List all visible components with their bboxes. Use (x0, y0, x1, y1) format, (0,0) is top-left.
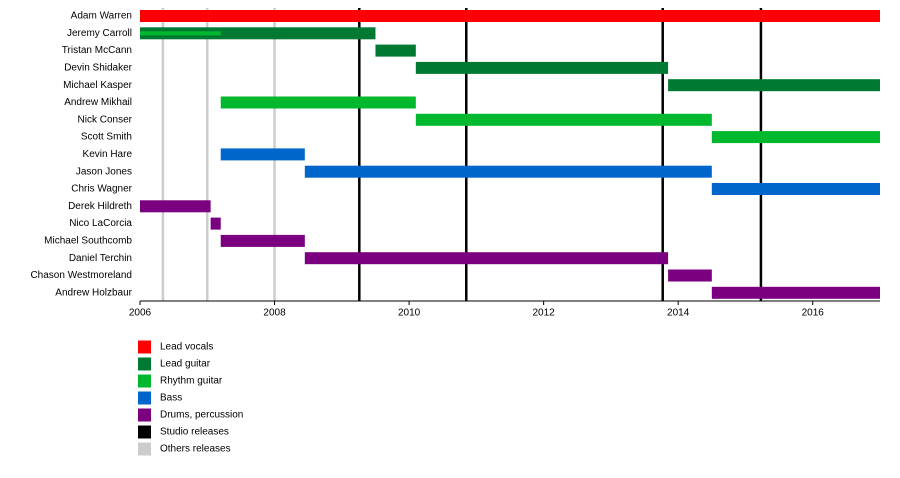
member-bar (668, 79, 880, 92)
member-bar (210, 217, 221, 230)
legend-label: Studio releases (160, 427, 229, 438)
x-tick-label: 2012 (533, 308, 556, 319)
x-tick-label: 2008 (263, 308, 286, 319)
member-label: Adam Warren (71, 11, 132, 22)
member-label: Tristan McCann (62, 45, 132, 56)
legend-swatch (138, 374, 151, 388)
member-bar (375, 44, 416, 57)
member-bar (304, 252, 669, 265)
member-bar (220, 96, 416, 109)
x-tick-label: 2016 (802, 308, 825, 319)
member-label: Jason Jones (76, 166, 132, 177)
member-label: Devin Shidaker (64, 63, 132, 74)
member-bar (415, 113, 712, 126)
legend-swatch (138, 391, 151, 405)
member-bar (668, 269, 712, 282)
member-label: Andrew Holzbaur (55, 287, 132, 298)
legend-swatch (138, 340, 151, 354)
legend-label: Others releases (160, 444, 231, 455)
member-label: Michael Kasper (63, 80, 133, 91)
member-bar (140, 200, 211, 213)
member-label: Chris Wagner (71, 184, 132, 195)
legend-swatch (138, 442, 151, 456)
legend-swatch (138, 425, 151, 439)
member-label: Derek Hildreth (68, 201, 132, 212)
member-bar (140, 31, 221, 36)
member-bar (415, 61, 669, 74)
member-label: Daniel Terchin (69, 253, 132, 264)
x-tick-label: 2006 (129, 308, 152, 319)
member-label: Nick Conser (78, 114, 133, 125)
legend-label: Drums, percussion (160, 410, 243, 421)
member-bar (711, 183, 880, 195)
legend-label: Rhythm guitar (160, 376, 223, 387)
member-bar (711, 286, 880, 299)
member-bar (220, 148, 305, 161)
x-tick-label: 2014 (667, 308, 690, 319)
member-label: Chason Westmoreland (30, 270, 132, 281)
legend-label: Lead guitar (160, 359, 211, 370)
member-bar (711, 131, 880, 144)
x-tick-label: 2010 (398, 308, 421, 319)
legend-swatch (138, 408, 151, 422)
member-label: Jeremy Carroll (67, 28, 132, 39)
member-bar (304, 165, 712, 178)
member-label: Scott Smith (81, 132, 132, 143)
member-bar (220, 234, 305, 247)
member-label: Michael Southcomb (44, 236, 132, 247)
legend-swatch (138, 357, 151, 371)
member-label: Kevin Hare (83, 149, 133, 160)
member-label: Andrew Mikhail (64, 97, 132, 108)
legend-label: Bass (160, 393, 182, 404)
member-bar (140, 10, 880, 22)
member-label: Nico LaCorcia (69, 218, 132, 229)
legend-label: Lead vocals (160, 342, 213, 353)
member-bar (140, 27, 376, 40)
